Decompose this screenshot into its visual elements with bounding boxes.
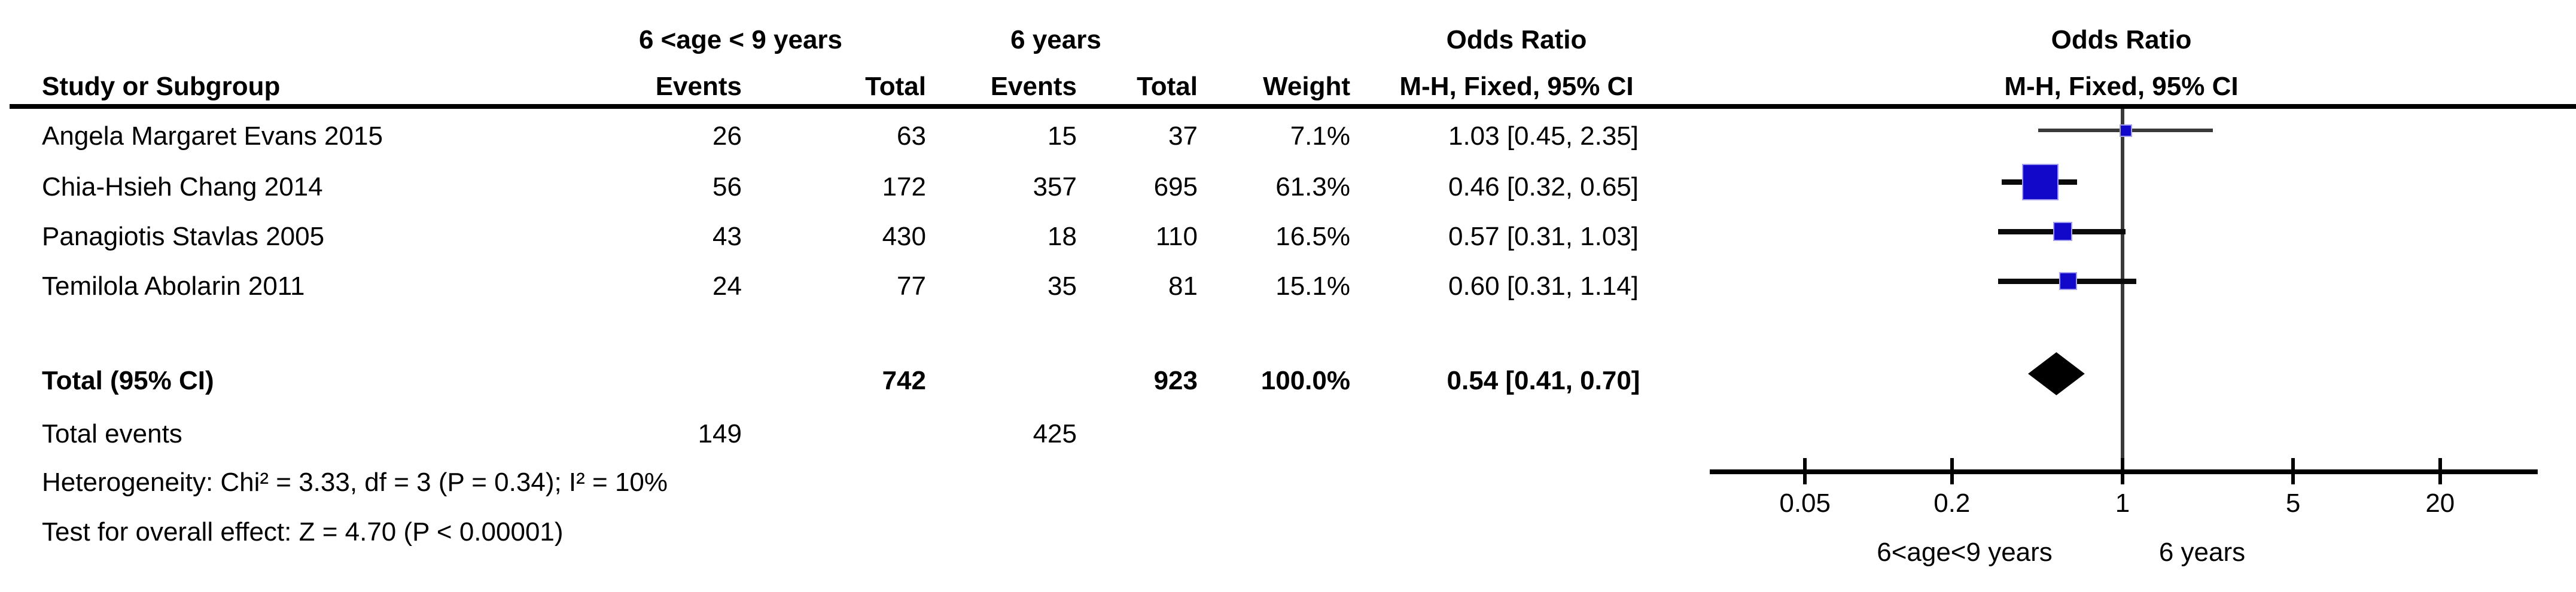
axis-tick-label: 0.2 <box>1933 489 1971 518</box>
events1-cell: 24 <box>712 271 742 301</box>
col-header-mh-ci-plot: M-H, Fixed, 95% CI <box>2004 72 2239 101</box>
col-header-total2: Total <box>1137 72 1198 101</box>
total2-cell: 81 <box>1168 271 1198 301</box>
effect-square <box>2053 222 2073 241</box>
or-ci-cell: 1.03 [0.45, 2.35] <box>1448 121 1639 151</box>
col-header-events2: Events <box>990 72 1077 101</box>
axis-tick-label: 1 <box>2115 489 2130 518</box>
axis-tick-label: 20 <box>2425 489 2455 518</box>
axis-tick <box>2438 458 2442 484</box>
total-or-ci-cell: 0.54 [0.41, 0.70] <box>1447 366 1640 395</box>
events1-cell: 56 <box>712 172 742 202</box>
total1-cell: 77 <box>897 271 926 301</box>
null-effect-line <box>2121 109 2124 483</box>
effect-square <box>2059 272 2078 290</box>
total1-sum-cell: 742 <box>882 366 926 395</box>
total2-cell: 695 <box>1153 172 1198 202</box>
events2-cell: 357 <box>1033 172 1077 202</box>
group2-header: 6 years <box>1010 25 1101 54</box>
total1-cell: 63 <box>897 121 926 151</box>
or-ci-cell: 0.57 [0.31, 1.03] <box>1448 222 1639 251</box>
total-events1-cell: 149 <box>698 419 742 448</box>
effect-square <box>2021 163 2059 200</box>
total1-cell: 430 <box>882 222 926 251</box>
axis-footer-label-left: 6<age<9 years <box>1877 538 2053 567</box>
total2-cell: 37 <box>1168 121 1198 151</box>
events2-cell: 35 <box>1048 271 1077 301</box>
header-rule <box>10 104 2576 109</box>
summary-diamond <box>2028 352 2085 395</box>
col-header-events1: Events <box>655 72 742 101</box>
axis-tick-label: 0.05 <box>1779 489 1831 518</box>
study-name: Temilola Abolarin 2011 <box>42 271 305 301</box>
or-ci-cell: 0.46 [0.32, 0.65] <box>1448 172 1639 202</box>
axis-footer-label-right: 6 years <box>2158 538 2246 567</box>
total-events-label: Total events <box>42 419 182 448</box>
total-label: Total (95% CI) <box>42 366 214 395</box>
axis-tick <box>1803 458 1807 484</box>
events2-cell: 15 <box>1048 121 1077 151</box>
weight-cell: 61.3% <box>1275 172 1350 202</box>
study-name: Chia-Hsieh Chang 2014 <box>42 172 323 202</box>
odds-ratio-plot-header: Odds Ratio <box>2051 25 2192 54</box>
total-weight-cell: 100.0% <box>1260 366 1350 395</box>
total-events2-cell: 425 <box>1033 419 1077 448</box>
effect-square <box>2119 124 2132 137</box>
total1-cell: 172 <box>882 172 926 202</box>
col-header-weight: Weight <box>1263 72 1350 101</box>
axis-tick-label: 5 <box>2285 489 2301 518</box>
events1-cell: 26 <box>712 121 742 151</box>
weight-cell: 16.5% <box>1275 222 1350 251</box>
col-header-study: Study or Subgroup <box>42 72 281 101</box>
events1-cell: 43 <box>712 222 742 251</box>
axis-tick <box>1950 458 1954 484</box>
col-header-total1: Total <box>865 72 926 101</box>
overall-effect-text: Test for overall effect: Z = 4.70 (P < 0… <box>42 517 564 547</box>
study-name: Angela Margaret Evans 2015 <box>42 121 383 151</box>
study-name: Panagiotis Stavlas 2005 <box>42 222 325 251</box>
axis-tick <box>2291 458 2295 484</box>
total2-sum-cell: 923 <box>1153 366 1198 395</box>
heterogeneity-text: Heterogeneity: Chi² = 3.33, df = 3 (P = … <box>42 468 668 497</box>
odds-ratio-text-header: Odds Ratio <box>1446 25 1587 54</box>
col-header-mh-ci-text: M-H, Fixed, 95% CI <box>1399 72 1634 101</box>
group1-header: 6 <age < 9 years <box>638 25 843 54</box>
total2-cell: 110 <box>1155 222 1198 251</box>
or-ci-cell: 0.60 [0.31, 1.14] <box>1448 271 1639 301</box>
weight-cell: 15.1% <box>1275 271 1350 301</box>
weight-cell: 7.1% <box>1290 121 1350 151</box>
events2-cell: 18 <box>1048 222 1077 251</box>
axis-tick <box>2121 458 2124 484</box>
